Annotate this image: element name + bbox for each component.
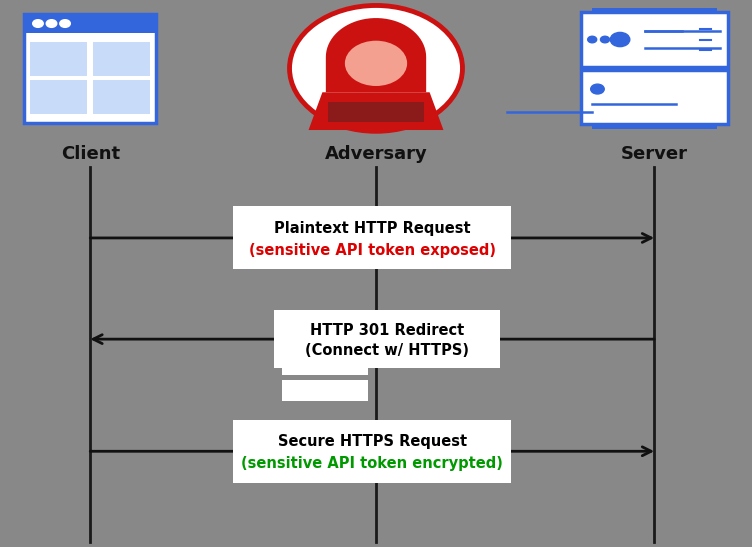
Text: HTTP 301 Redirect: HTTP 301 Redirect [310, 323, 465, 338]
FancyBboxPatch shape [282, 380, 368, 401]
FancyBboxPatch shape [581, 70, 728, 125]
FancyBboxPatch shape [93, 42, 150, 76]
FancyArrowPatch shape [90, 447, 651, 456]
FancyArrowPatch shape [93, 335, 654, 344]
Circle shape [590, 84, 605, 94]
Circle shape [290, 5, 462, 131]
Circle shape [46, 20, 57, 27]
Text: (sensitive API token exposed): (sensitive API token exposed) [249, 243, 496, 258]
Circle shape [611, 32, 629, 46]
FancyBboxPatch shape [329, 102, 423, 122]
Text: Client: Client [61, 145, 120, 163]
Text: Server: Server [620, 145, 688, 163]
Text: (sensitive API token encrypted): (sensitive API token encrypted) [241, 456, 503, 472]
FancyBboxPatch shape [24, 14, 156, 123]
FancyBboxPatch shape [30, 80, 87, 114]
Text: Plaintext HTTP Request: Plaintext HTTP Request [274, 221, 471, 236]
Text: Secure HTTPS Request: Secure HTTPS Request [277, 434, 467, 449]
FancyBboxPatch shape [592, 8, 717, 12]
FancyBboxPatch shape [274, 311, 500, 368]
FancyBboxPatch shape [24, 14, 156, 33]
Circle shape [33, 20, 44, 27]
FancyBboxPatch shape [581, 12, 728, 67]
FancyBboxPatch shape [592, 125, 717, 129]
FancyArrowPatch shape [90, 234, 651, 242]
Polygon shape [308, 92, 444, 130]
Text: (Connect w/ HTTPS): (Connect w/ HTTPS) [305, 343, 469, 358]
Circle shape [60, 20, 71, 27]
FancyBboxPatch shape [233, 207, 511, 270]
Circle shape [587, 36, 597, 43]
FancyBboxPatch shape [233, 420, 511, 483]
Text: Adversary: Adversary [325, 145, 427, 163]
FancyBboxPatch shape [30, 42, 87, 76]
Ellipse shape [345, 40, 407, 86]
Circle shape [600, 36, 610, 43]
FancyBboxPatch shape [282, 354, 368, 375]
Polygon shape [326, 18, 426, 92]
FancyBboxPatch shape [93, 80, 150, 114]
